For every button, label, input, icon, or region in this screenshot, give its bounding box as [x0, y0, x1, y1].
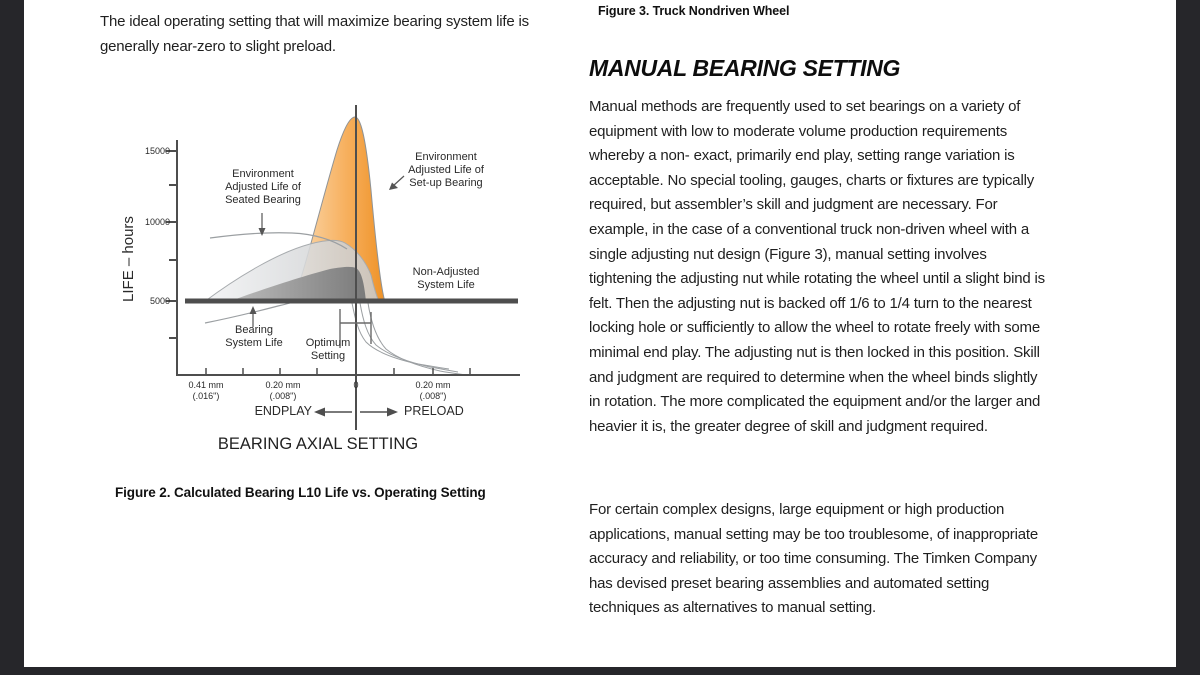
dark-gray-region: [228, 266, 366, 302]
label-setup-bearing: Environment Adjusted Life of Set-up Bear…: [408, 151, 484, 189]
x-ticks: [205, 368, 471, 375]
letterbox-bottom: [0, 667, 1200, 675]
label-bearing-system: Bearing System Life: [225, 324, 283, 349]
manual-setting-paragraph-1: Manual methods are frequently used to se…: [589, 98, 1045, 435]
intro-paragraph: The ideal operating setting that will ma…: [100, 13, 529, 55]
x-tick-zero: 0: [353, 380, 359, 390]
bearing-system-pointer-arrow: [249, 306, 257, 327]
x-tick-041mm: 0.41 mm (.016"): [188, 380, 224, 401]
chart-title: BEARING AXIAL SETTING: [217, 435, 419, 453]
figure3-caption: Figure 3. Truck Nondriven Wheel: [598, 4, 790, 18]
seated-pointer-arrow: [258, 213, 266, 236]
optimum-setting-bracket: [339, 309, 372, 348]
seated-bearing-line: [209, 232, 348, 250]
tail-curve-1: [351, 302, 450, 370]
letterbox-left: [0, 0, 24, 675]
y-tick-15000: 15000: [144, 146, 170, 156]
figure2-caption: Figure 2. Calculated Bearing L10 Life vs…: [115, 485, 486, 500]
y-tick-5000: 5000: [149, 296, 170, 306]
label-non-adjusted: Non-Adjusted System Life: [412, 266, 480, 291]
y-ticks: [166, 150, 177, 339]
y-tick-10000: 10000: [144, 217, 170, 227]
label-seated-bearing: Environment Adjusted Life of Seated Bear…: [225, 168, 301, 206]
label-preload: PRELOAD: [404, 404, 464, 418]
preload-arrow: [360, 407, 398, 417]
label-endplay: ENDPLAY: [254, 404, 312, 418]
manual-setting-paragraph-2: For certain complex designs, large equip…: [589, 501, 1038, 617]
x-tick-020mm-left: 0.20 mm (.008"): [265, 380, 301, 401]
label-optimum-setting: Optimum Setting: [305, 337, 351, 362]
tail-curve-3: [367, 302, 467, 376]
endplay-arrow: [314, 407, 352, 417]
x-tick-020mm-right: 0.20 mm (.008"): [415, 380, 451, 401]
setup-pointer-arrow: [389, 175, 405, 190]
letterbox-right: [1176, 0, 1200, 675]
section-heading: MANUAL BEARING SETTING: [589, 55, 901, 81]
bearing-axial-setting-chart: [166, 105, 520, 430]
y-axis-title: LIFE – hours: [120, 216, 137, 302]
